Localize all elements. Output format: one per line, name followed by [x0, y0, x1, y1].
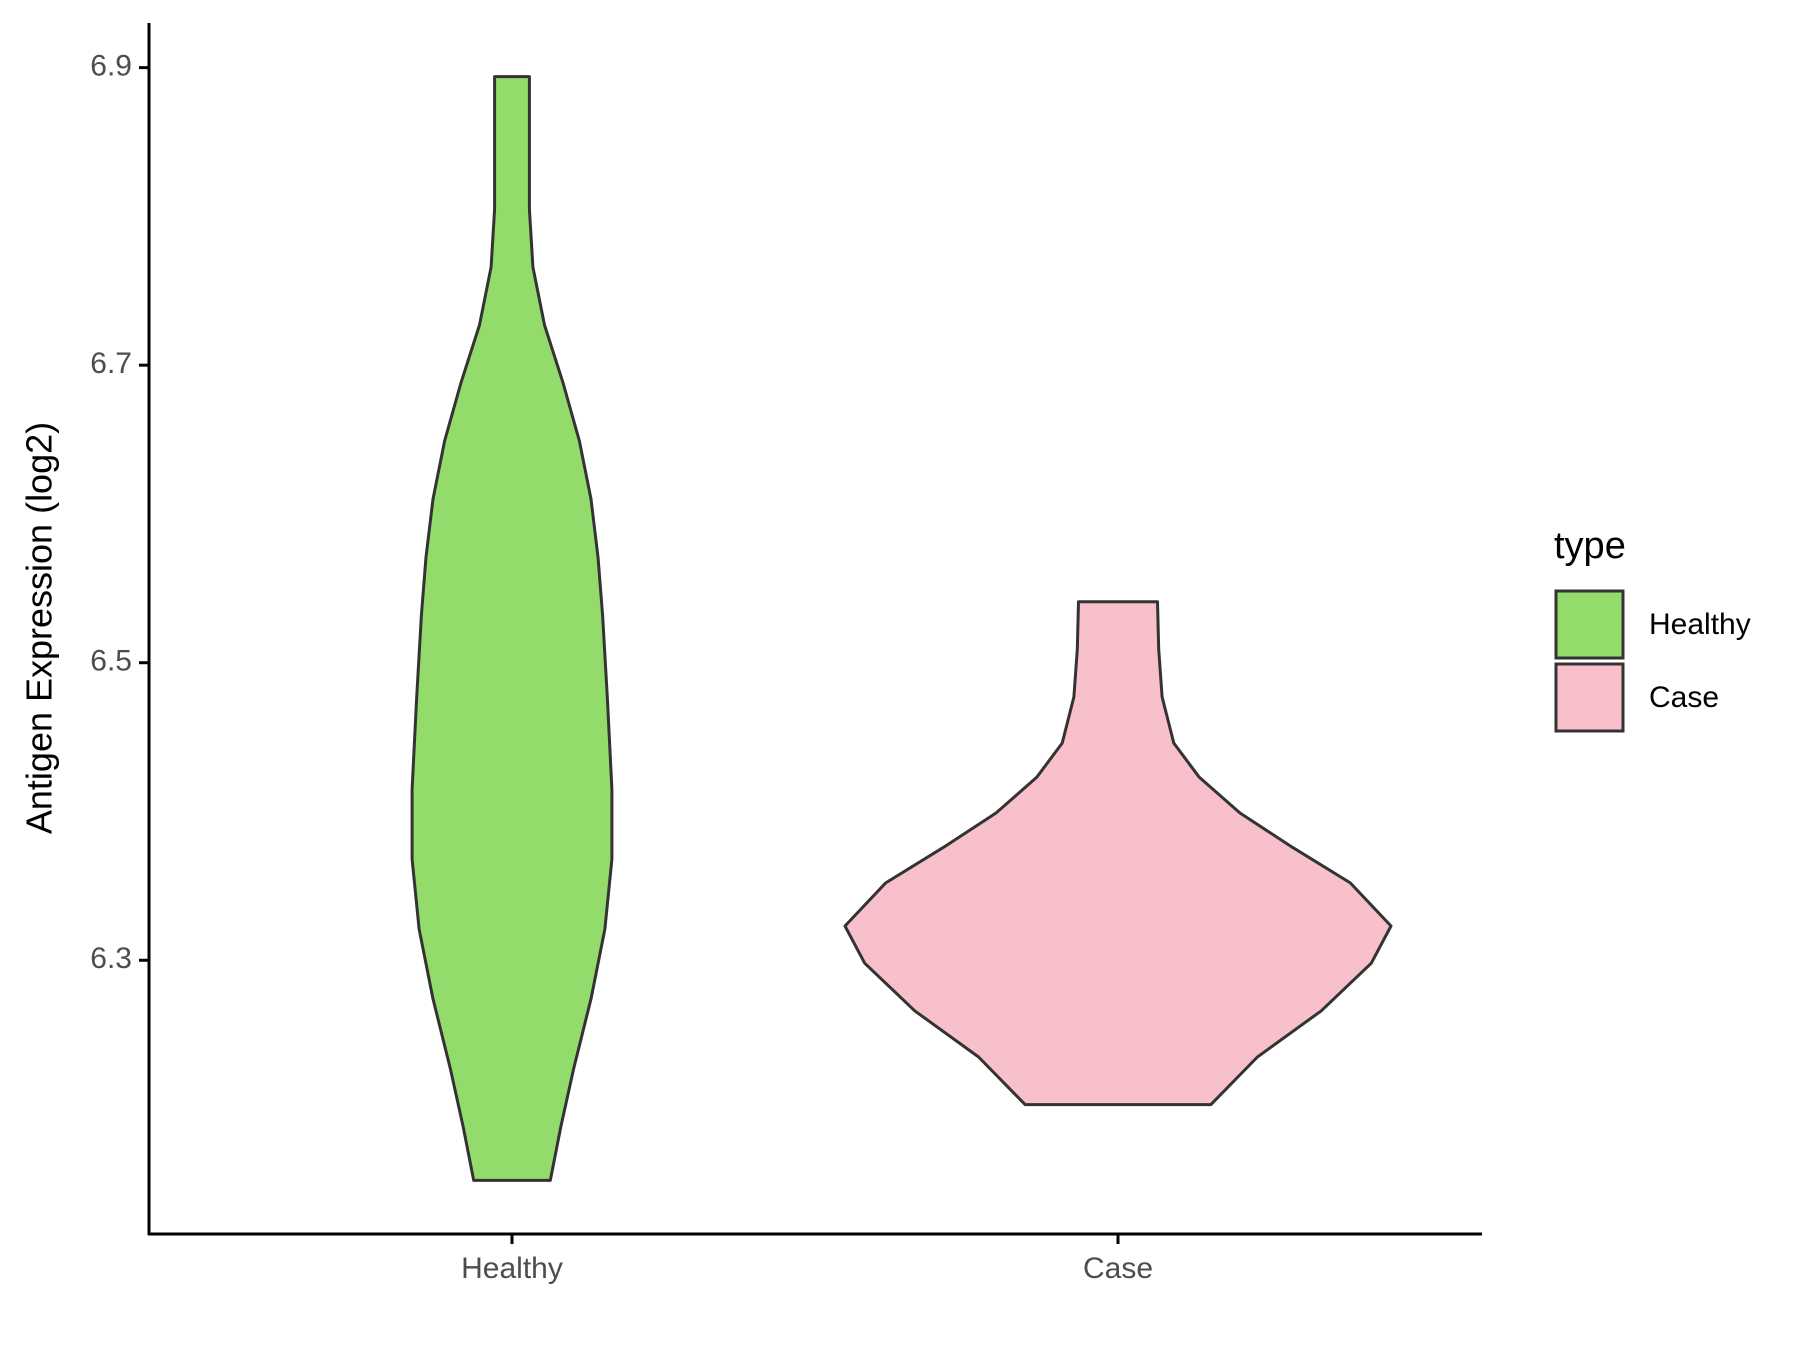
y-axis-label: Antigen Expression (log2)	[19, 422, 60, 834]
y-tick-label: 6.7	[90, 347, 132, 380]
violin	[410, 75, 614, 1182]
y-tick-label: 6.5	[90, 645, 132, 678]
legend-key	[1554, 662, 1625, 733]
violin	[843, 600, 1393, 1107]
legend-key	[1554, 589, 1625, 660]
y-tick-label: 6.9	[90, 50, 132, 83]
legend-title: type	[1554, 525, 1626, 567]
legend-label: Case	[1649, 681, 1719, 714]
x-tick-label: Healthy	[461, 1252, 563, 1285]
legend-label: Healthy	[1649, 608, 1751, 641]
x-tick-label: Case	[1083, 1252, 1153, 1285]
y-tick-label: 6.3	[90, 942, 132, 975]
